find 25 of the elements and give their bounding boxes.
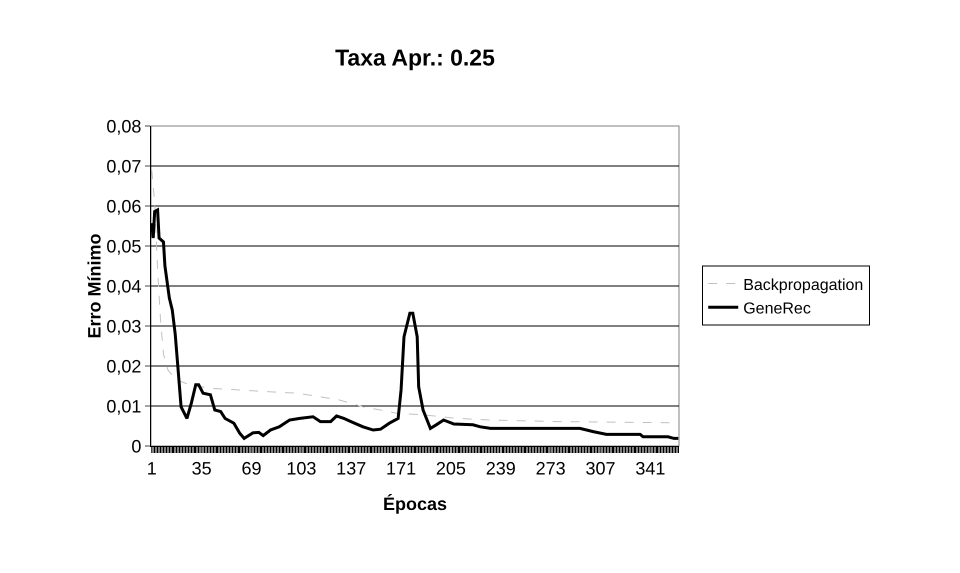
x-tick-label: 341 bbox=[635, 458, 666, 479]
y-axis-title: Erro Mínimo bbox=[84, 233, 104, 339]
y-tick-label: 0,05 bbox=[106, 236, 142, 256]
legend-label: Backpropagation bbox=[743, 276, 864, 294]
legend-label: GeneRec bbox=[743, 300, 811, 318]
x-tick-label: 205 bbox=[436, 458, 466, 479]
x-tick-label: 239 bbox=[486, 458, 516, 479]
x-tick-label: 103 bbox=[286, 458, 316, 479]
chart-title: Taxa Apr.: 0.25 bbox=[335, 44, 496, 70]
y-tick-label: 0,07 bbox=[106, 156, 142, 176]
y-tick-label: 0,06 bbox=[106, 196, 142, 216]
y-tick-label: 0,08 bbox=[106, 116, 142, 136]
y-tick-label: 0,03 bbox=[106, 316, 142, 336]
x-tick-label: 69 bbox=[241, 458, 262, 479]
y-tick-label: 0,01 bbox=[106, 396, 142, 416]
y-tick-label: 0,04 bbox=[106, 276, 142, 296]
x-tick-label: 137 bbox=[336, 458, 366, 479]
x-tick-label: 307 bbox=[586, 458, 616, 479]
y-tick-label: 0,02 bbox=[106, 356, 142, 376]
x-tick-label: 273 bbox=[536, 458, 566, 479]
x-tick-label: 171 bbox=[386, 458, 416, 479]
x-axis-title: Épocas bbox=[382, 494, 448, 514]
x-tick-label: 35 bbox=[192, 458, 212, 479]
x-tick-label: 1 bbox=[146, 458, 157, 479]
y-tick-label: 0 bbox=[131, 436, 142, 456]
